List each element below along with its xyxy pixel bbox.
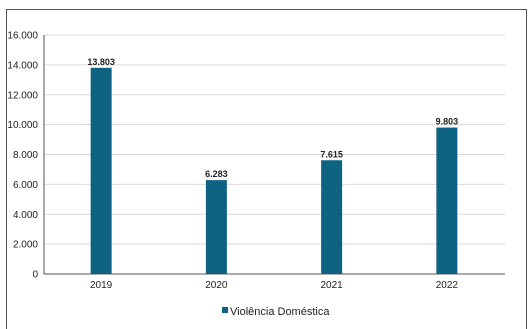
x-tick-label-2022: 2022: [436, 280, 459, 291]
x-tick-label-2020: 2020: [205, 280, 228, 291]
data-label-2020: 6.283: [205, 169, 228, 179]
data-label-2022: 9.803: [436, 117, 459, 127]
y-tick-label: 16.000: [7, 31, 38, 42]
gridlines: [44, 34, 505, 245]
bar-2022: [436, 127, 458, 274]
y-tick-label: 14.000: [7, 60, 38, 71]
axes: [43, 35, 505, 275]
x-axis-ticks: 2019 2020 2021 2022: [90, 280, 458, 291]
y-tick-label: 6.000: [13, 180, 38, 191]
bar-chart: 0 2.000 4.000 6.000 8.000 10.000 12.000 14.000 1…: [7, 31, 505, 318]
chart-frame: [6, 9, 527, 329]
y-tick-label: 8.000: [13, 150, 38, 161]
bar-2021: [321, 160, 343, 274]
y-tick-label: 12.000: [7, 90, 38, 101]
legend-swatch: [222, 307, 228, 313]
y-tick-label: 4.000: [13, 210, 38, 221]
y-axis-ticks: 0 2.000 4.000 6.000 8.000 10.000 12.000 14.000 1…: [7, 31, 38, 281]
x-tick-label-2021: 2021: [321, 280, 344, 291]
x-tick-label-2019: 2019: [90, 280, 113, 291]
legend: Violência Doméstica: [222, 306, 330, 318]
y-tick-label: 10.000: [7, 120, 38, 131]
y-tick-label: 2.000: [13, 240, 38, 251]
y-tick-label: 0: [32, 270, 38, 281]
legend-label: Violência Doméstica: [230, 306, 330, 318]
bar-2019: [90, 67, 112, 274]
bar-2020: [205, 180, 227, 274]
bars: 13.803 6.283 7.615 9.803: [87, 57, 458, 274]
data-label-2019: 13.803: [87, 57, 115, 67]
data-label-2021: 7.615: [320, 149, 343, 159]
